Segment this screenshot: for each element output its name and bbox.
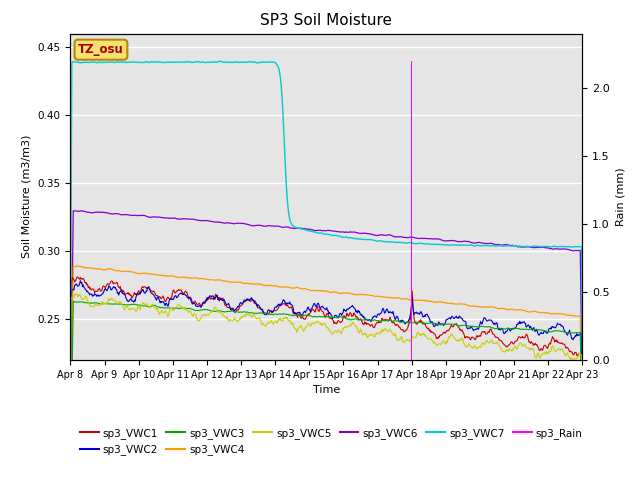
sp3_VWC1 <box>208 296 216 301</box>
sp3_VWC3 <box>69 299 77 304</box>
sp3_VWC7 <box>404 240 412 246</box>
Y-axis label: Rain (mm): Rain (mm) <box>616 168 625 226</box>
sp3_VWC6 <box>67 432 74 438</box>
sp3_VWC1 <box>129 293 137 299</box>
sp3_VWC1 <box>404 324 412 330</box>
Line: sp3_VWC6: sp3_VWC6 <box>70 211 582 435</box>
sp3_VWC5 <box>208 310 216 315</box>
sp3_VWC6 <box>78 208 86 214</box>
X-axis label: Time: Time <box>313 385 340 395</box>
sp3_VWC6 <box>389 233 397 239</box>
sp3_VWC6 <box>181 216 189 222</box>
sp3_VWC4 <box>579 442 586 448</box>
sp3_VWC5 <box>404 337 412 343</box>
sp3_VWC7 <box>129 59 136 65</box>
sp3_VWC4 <box>208 277 216 283</box>
sp3_VWC2 <box>67 413 74 419</box>
sp3_VWC7 <box>389 239 397 245</box>
sp3_VWC2 <box>77 278 84 284</box>
sp3_VWC7 <box>180 60 188 65</box>
sp3_VWC3 <box>579 452 586 458</box>
sp3_VWC4 <box>389 295 397 301</box>
sp3_VWC1 <box>181 288 189 294</box>
Text: TZ_osu: TZ_osu <box>78 43 124 56</box>
sp3_VWC7 <box>76 60 83 66</box>
sp3_VWC4 <box>77 264 84 269</box>
sp3_VWC6 <box>579 401 586 407</box>
sp3_VWC4 <box>129 269 137 275</box>
sp3_VWC6 <box>129 213 137 218</box>
sp3_VWC3 <box>67 478 74 480</box>
Line: sp3_VWC3: sp3_VWC3 <box>70 301 582 480</box>
sp3_VWC6 <box>208 218 216 224</box>
sp3_VWC7 <box>207 60 215 65</box>
sp3_VWC1 <box>74 274 81 280</box>
sp3_VWC4 <box>404 296 412 302</box>
sp3_VWC5 <box>77 293 84 299</box>
Title: SP3 Soil Moisture: SP3 Soil Moisture <box>260 13 392 28</box>
sp3_VWC5 <box>129 305 137 311</box>
sp3_VWC3 <box>129 301 137 307</box>
sp3_VWC1 <box>579 450 586 456</box>
sp3_VWC1 <box>67 406 74 411</box>
sp3_VWC2 <box>404 320 412 325</box>
Line: sp3_VWC4: sp3_VWC4 <box>70 266 582 463</box>
Line: sp3_VWC1: sp3_VWC1 <box>70 277 582 453</box>
Bar <box>411 61 412 360</box>
sp3_VWC1 <box>389 319 397 325</box>
sp3_VWC5 <box>67 416 74 422</box>
sp3_VWC2 <box>579 439 586 445</box>
sp3_VWC7 <box>579 347 586 353</box>
sp3_VWC4 <box>74 263 82 269</box>
sp3_VWC4 <box>67 460 74 466</box>
sp3_VWC3 <box>181 305 189 311</box>
sp3_VWC2 <box>389 309 397 314</box>
Line: sp3_VWC7: sp3_VWC7 <box>70 61 582 360</box>
sp3_VWC5 <box>389 332 397 337</box>
Y-axis label: Soil Moisture (m3/m3): Soil Moisture (m3/m3) <box>22 135 32 259</box>
sp3_VWC3 <box>404 320 412 326</box>
sp3_VWC2 <box>129 299 137 304</box>
sp3_VWC3 <box>208 308 216 314</box>
sp3_VWC1 <box>77 275 84 280</box>
sp3_VWC3 <box>389 318 397 324</box>
Line: sp3_VWC2: sp3_VWC2 <box>70 281 582 442</box>
sp3_VWC7 <box>217 59 225 64</box>
sp3_VWC5 <box>181 307 189 313</box>
sp3_VWC6 <box>404 235 412 240</box>
sp3_VWC4 <box>181 275 189 280</box>
Legend: sp3_VWC1, sp3_VWC2, sp3_VWC3, sp3_VWC4, sp3_VWC5, sp3_VWC6, sp3_VWC7, sp3_Rain: sp3_VWC1, sp3_VWC2, sp3_VWC3, sp3_VWC4, … <box>76 424 587 459</box>
sp3_VWC2 <box>181 292 189 298</box>
sp3_VWC6 <box>76 208 83 214</box>
sp3_VWC3 <box>77 299 84 305</box>
sp3_VWC5 <box>72 291 80 297</box>
sp3_VWC2 <box>76 280 83 286</box>
sp3_VWC2 <box>208 293 216 299</box>
Line: sp3_VWC5: sp3_VWC5 <box>70 294 582 456</box>
sp3_VWC5 <box>579 453 586 458</box>
sp3_VWC7 <box>67 358 74 363</box>
